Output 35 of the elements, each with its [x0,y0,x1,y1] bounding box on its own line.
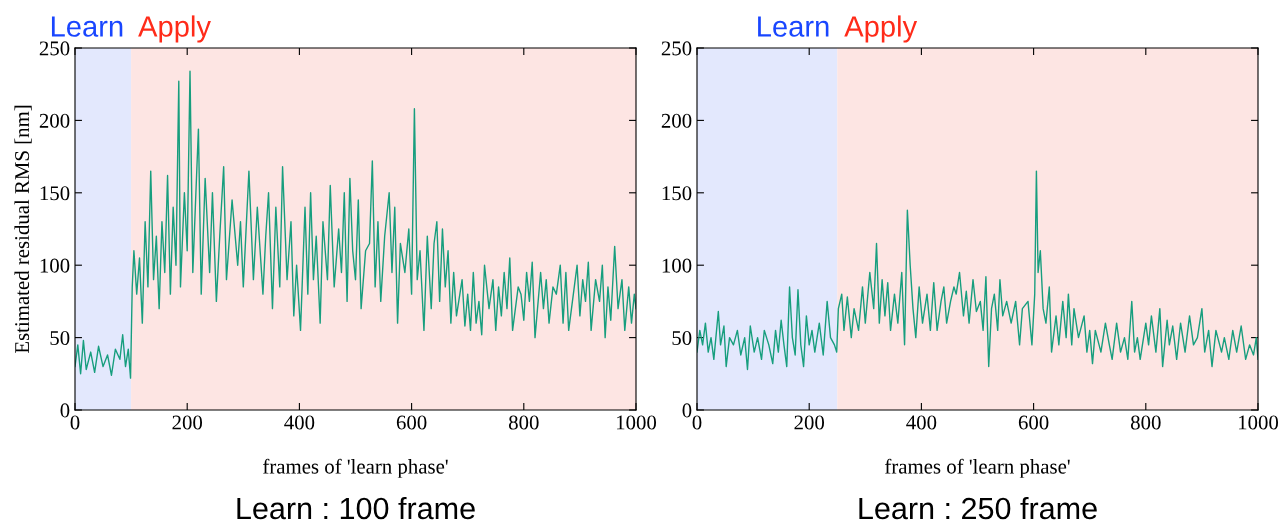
x-tick-label: 800 [1130,415,1161,430]
x-tick-label: 400 [906,415,937,430]
band-label: Apply [138,15,211,43]
y-tick-label: 200 [661,113,692,128]
x-axis-title: frames of 'learn phase' [263,458,448,478]
text: Learn : 100 frame [237,496,475,520]
x-tick-label: 0 [70,415,80,430]
x-tick-label: 800 [508,415,539,430]
x-tick-label: 200 [794,415,825,430]
x-tick-label: 600 [1018,415,1049,430]
x-tick-label: 200 [172,415,203,430]
x-tick-label: 600 [396,415,427,430]
y-tick-label: 100 [662,258,692,273]
band-label: Learn [51,16,123,37]
line-series [697,170,1258,371]
x-axis-title: frames of 'learn phase' [885,458,1070,478]
y-tick-label: 200 [39,113,70,128]
line-series [75,70,636,379]
y-tick-label: 150 [662,186,692,201]
y-tick-label: 250 [661,41,692,56]
y-axis-title: Estimated residual RMS [nm] [14,105,32,354]
y-tick-label: 100 [40,258,70,273]
band-label: Learn [758,16,829,37]
band-label: Apply [844,15,918,43]
x-tick-label: 1000 [617,415,657,430]
x-tick-label: 400 [284,415,315,430]
y-tick-label: 250 [39,41,70,56]
y-tick-label: 0 [60,403,70,418]
y-tick-label: 50 [672,330,692,346]
y-tick-label: 50 [50,330,70,346]
text: Learn : 250 frame [859,496,1097,520]
x-tick-label: 0 [692,415,702,430]
x-tick-label: 1000 [1239,415,1279,430]
y-tick-label: 0 [682,403,692,418]
y-tick-label: 150 [40,186,70,201]
